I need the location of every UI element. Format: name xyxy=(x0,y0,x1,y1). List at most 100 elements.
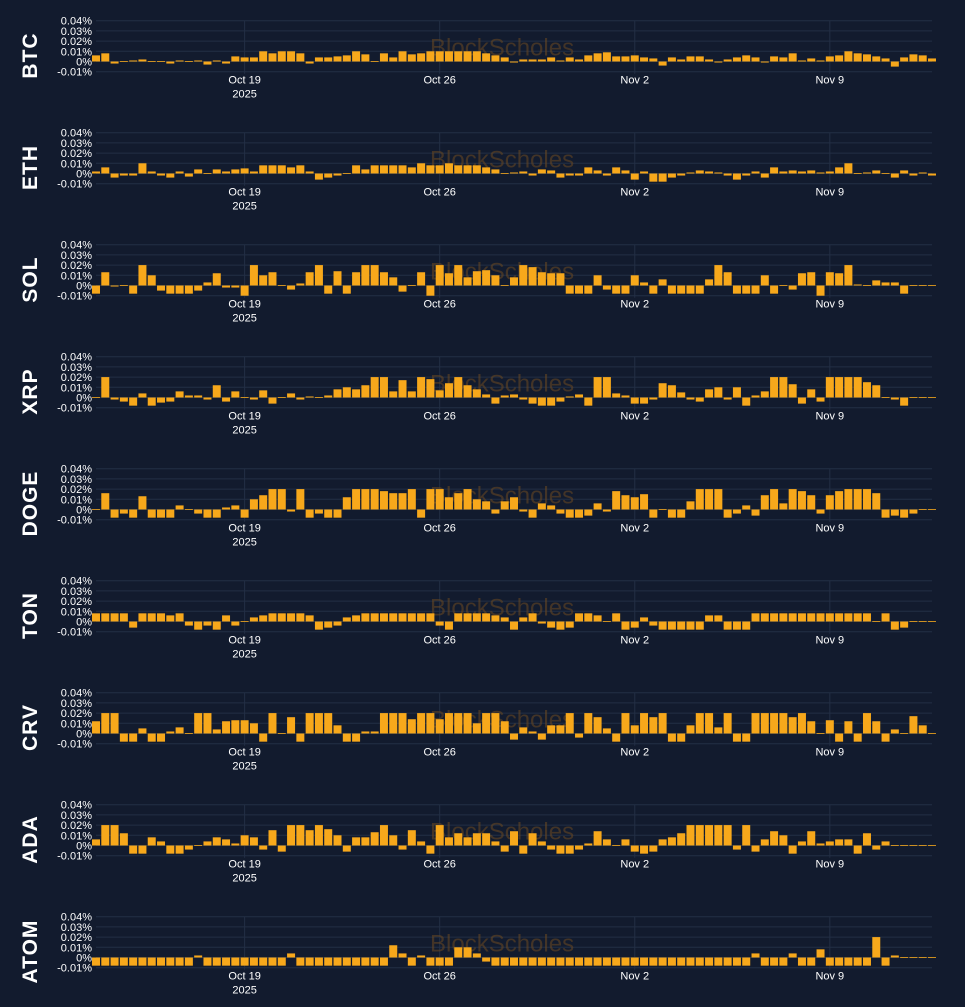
bar-ada xyxy=(231,843,240,846)
bar-sol xyxy=(194,285,203,291)
bar-ada xyxy=(881,841,890,846)
bar-sol xyxy=(268,272,277,286)
bar-eth xyxy=(166,173,175,178)
bar-sol xyxy=(584,285,593,294)
bar-ada xyxy=(101,825,110,846)
bar-xrp xyxy=(556,397,565,402)
bar-ada xyxy=(259,845,268,850)
bar-atom xyxy=(612,957,621,966)
bar-xrp xyxy=(101,377,110,398)
bar-atom xyxy=(584,957,593,966)
bar-ton xyxy=(482,613,491,622)
bar-ada xyxy=(705,825,714,846)
bar-atom xyxy=(853,957,862,966)
bar-ton xyxy=(732,621,741,630)
bar-sol xyxy=(872,280,881,286)
bar-atom xyxy=(110,957,119,966)
bar-sol xyxy=(602,285,611,290)
bar-eth xyxy=(658,173,667,182)
bar-atom xyxy=(370,957,379,966)
bar-atom xyxy=(426,957,435,966)
bar-xrp xyxy=(370,377,379,398)
bar-xrp xyxy=(686,397,695,400)
bar-atom xyxy=(287,953,296,958)
bar-crv xyxy=(472,723,481,734)
bar-sol xyxy=(779,285,788,286)
bar-ton xyxy=(203,621,212,626)
bar-eth xyxy=(593,170,602,174)
bar-btc xyxy=(175,60,184,62)
bar-eth xyxy=(138,163,147,174)
bar-crv xyxy=(881,733,890,742)
bar-ada xyxy=(872,845,881,850)
bar-crv xyxy=(379,713,388,734)
y-tick-label: 0.03% xyxy=(61,362,92,374)
watermark: BlockScholes xyxy=(430,35,574,62)
bar-doge xyxy=(918,509,927,510)
bar-btc xyxy=(510,61,518,63)
bar-btc xyxy=(788,53,797,62)
bar-ada xyxy=(342,845,351,852)
bar-sol xyxy=(296,283,305,286)
bar-crv xyxy=(296,733,305,742)
bar-crv xyxy=(92,721,100,734)
y-tick-label: -0.01% xyxy=(57,963,92,975)
bar-doge xyxy=(147,509,156,518)
bar-doge xyxy=(212,509,221,518)
bar-xrp xyxy=(249,397,258,400)
bar-ada xyxy=(853,845,862,854)
bar-crv xyxy=(389,713,398,734)
bar-sol xyxy=(259,275,268,286)
bar-eth xyxy=(333,173,342,176)
bar-ton xyxy=(194,621,203,630)
bar-ton xyxy=(770,613,779,622)
bar-crv xyxy=(890,729,899,734)
bar-btc xyxy=(797,60,806,62)
bar-eth xyxy=(612,167,621,174)
bar-crv xyxy=(119,733,128,742)
bar-xrp xyxy=(222,397,231,402)
bar-ada xyxy=(166,845,175,854)
y-tick-label: -0.01% xyxy=(57,515,92,527)
bar-sol xyxy=(407,285,416,286)
bar-xrp xyxy=(723,397,732,400)
bar-btc xyxy=(379,53,388,62)
watermark: BlockScholes xyxy=(430,595,574,622)
bar-atom xyxy=(881,957,890,966)
bar-ada xyxy=(212,837,221,846)
bar-crv xyxy=(593,717,602,734)
bar-eth xyxy=(686,172,695,174)
bar-btc xyxy=(714,61,723,63)
y-tick-label: 0.02% xyxy=(61,708,92,720)
bar-eth xyxy=(677,173,686,176)
bar-eth xyxy=(556,173,565,178)
bar-ada xyxy=(890,845,899,846)
bar-doge xyxy=(342,497,351,510)
bar-crv xyxy=(584,713,593,734)
y-tick-label: 0.03% xyxy=(61,26,92,38)
bar-sol xyxy=(565,285,574,294)
bar-crv xyxy=(110,713,119,734)
bar-btc xyxy=(630,55,639,62)
bar-xrp xyxy=(575,394,584,398)
bar-btc xyxy=(928,58,936,62)
bar-doge xyxy=(797,491,806,510)
bar-crv xyxy=(705,713,714,734)
bar-crv xyxy=(770,713,779,734)
bar-sol xyxy=(444,273,453,286)
bar-sol xyxy=(732,285,741,294)
bar-eth xyxy=(119,173,128,176)
bar-atom xyxy=(361,957,370,966)
bar-eth xyxy=(500,173,509,174)
bar-sol xyxy=(695,285,704,294)
bar-sol xyxy=(742,285,751,294)
bar-eth xyxy=(918,172,927,174)
bar-doge xyxy=(240,509,249,518)
asset-label: CRV xyxy=(19,704,42,751)
bar-btc xyxy=(101,53,110,62)
bar-ada xyxy=(249,837,258,846)
bar-btc xyxy=(862,54,871,62)
bar-ada xyxy=(900,845,909,846)
bar-sol xyxy=(556,273,565,286)
x-tick-label: Oct 19 xyxy=(228,187,260,199)
